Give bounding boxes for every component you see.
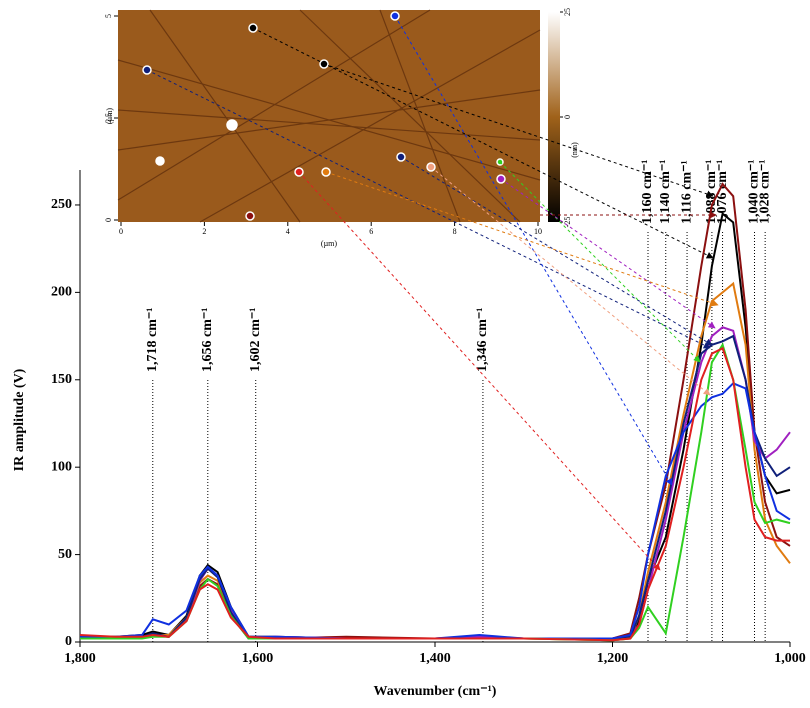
peak-label: 1,040 cm⁻¹ [747,160,762,224]
arrow [325,171,719,307]
inset-x-tick-label: 8 [453,227,457,236]
inset-y-tick-label: 0 [104,218,113,222]
spectrum-line [80,281,791,642]
afm-inset: 0 2 4 6 8 10 0 2.5 5 25 0 -25 [104,8,572,236]
colorbar-tick-label: 25 [563,8,572,16]
x-tick-label: 1,400 [419,651,451,666]
colorbar [548,12,560,222]
y-tick-label: 100 [51,459,72,474]
peak-label: 1,140 cm⁻¹ [658,160,673,224]
x-axis-label: Wavenumber (cm⁻¹) [374,684,497,699]
arrow [323,63,714,198]
colorbar-tick-label: 0 [563,115,572,119]
colorbar-label: (nm) [570,142,579,158]
arrow [400,156,713,346]
peak-label: 1,028 cm⁻¹ [757,160,772,224]
inset-y-tick-label: 2.5 [104,113,113,123]
y-axis-label: IR amplitude (V) [12,368,27,471]
colorbar-tick-label: -25 [563,217,572,228]
y-tick-label: 200 [51,285,72,300]
inset-x-label: (µm) [321,239,337,248]
peak-label: 1,602 cm⁻¹ [248,308,263,372]
inset-x-tick-label: 10 [534,227,542,236]
inset-x-tick-label: 6 [369,227,373,236]
arrow [430,166,711,396]
x-tick-label: 1,600 [242,651,274,666]
peak-label: 1,346 cm⁻¹ [475,308,490,372]
inset-x-tick-label: 0 [119,227,123,236]
x-tick-label: 1,200 [597,651,629,666]
arrow [146,69,711,349]
afm-image [118,10,540,222]
x-tick-label: 1,800 [64,651,96,666]
spectrum-line [80,342,791,642]
y-tick-label: 250 [51,197,72,212]
peak-label: 1,718 cm⁻¹ [145,308,160,372]
peak-label: 1,076 cm⁻¹ [715,160,730,224]
y-tick-label: 0 [65,634,72,649]
inset-y-label: (µm) [105,108,114,124]
afm-markers [142,11,506,221]
arrow [500,178,716,329]
spectrum-line [79,346,790,642]
inset-x-tick-label: 2 [202,227,206,236]
peak-label: 1,656 cm⁻¹ [200,308,215,372]
peak-label: 1,160 cm⁻¹ [640,160,655,224]
peak-label: 1,116 cm⁻¹ [679,160,694,224]
afm-fibers [117,9,541,223]
arrows [146,15,719,571]
x-tick-label: 1,000 [774,651,806,666]
y-tick-label: 150 [51,372,72,387]
arrow [499,161,701,363]
inset-x-tick-label: 4 [286,227,290,236]
inset-y-tick-label: 5 [104,14,113,18]
y-tick-label: 50 [58,547,72,562]
